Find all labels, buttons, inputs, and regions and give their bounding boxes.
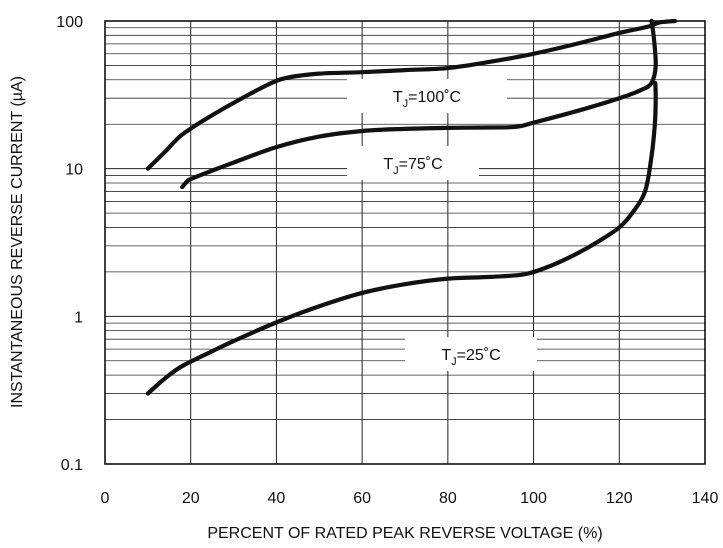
tick-labels: 0 20 40 60 80 100 120 140 0.1 1 10 100 xyxy=(56,14,718,507)
x-axis-title: PERCENT OF RATED PEAK REVERSE VOLTAGE (%… xyxy=(207,525,602,542)
y-tick-label: 1 xyxy=(74,309,83,326)
series-label-box xyxy=(347,79,507,113)
y-axis-title: INSTANTANEOUS REVERSE CURRENT (µA) xyxy=(9,76,26,408)
x-tick-label: 60 xyxy=(353,490,371,507)
x-tick-label: 20 xyxy=(182,490,200,507)
x-tick-label: 0 xyxy=(101,490,110,507)
y-tick-label: 0.1 xyxy=(61,457,83,474)
x-tick-label: 100 xyxy=(520,490,547,507)
y-tick-label: 100 xyxy=(56,14,83,31)
curves xyxy=(145,18,678,396)
series-line-0 xyxy=(145,18,678,171)
series-line-1 xyxy=(180,18,658,190)
series-label-box xyxy=(347,146,479,180)
x-tick-label: 120 xyxy=(606,490,633,507)
series-label-1: TJ=75˚C xyxy=(383,156,442,177)
y-tick-label: 10 xyxy=(65,162,83,179)
series-label-0: TJ=100˚C xyxy=(393,89,461,110)
series-line-2 xyxy=(145,80,658,396)
series-label-box xyxy=(405,337,537,371)
grid xyxy=(105,21,705,464)
series-label-2: TJ=25˚C xyxy=(441,347,500,368)
plot-area xyxy=(104,20,706,465)
x-tick-label: 40 xyxy=(268,490,286,507)
x-tick-label: 140 xyxy=(692,490,719,507)
series-labels: TJ=100˚C TJ=75˚C TJ=25˚C xyxy=(347,79,537,371)
x-tick-label: 80 xyxy=(439,490,457,507)
